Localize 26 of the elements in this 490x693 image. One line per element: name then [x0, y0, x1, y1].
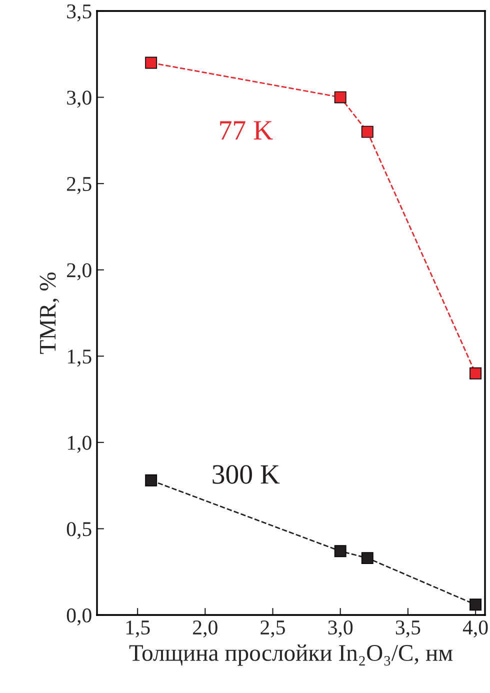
point	[145, 56, 158, 69]
point	[145, 474, 158, 486]
x-tick-label: 2,0	[193, 620, 218, 638]
y-axis-title: TMR, %	[40, 272, 60, 354]
y-tick-label: 3,0	[67, 90, 92, 108]
y-tick-label: 0,0	[66, 608, 92, 626]
series-label: 77 K	[220, 121, 273, 140]
y-tick-label: 0,5	[66, 522, 92, 540]
series-label: 300 K	[212, 465, 280, 484]
y-tick-label: 2,0	[67, 263, 92, 280]
point	[361, 552, 374, 564]
y-tick-label: 1,0	[68, 436, 92, 453]
x-tick-label: 3,5	[396, 620, 420, 638]
point	[470, 598, 482, 611]
y-tick-label: 3,5	[67, 4, 92, 22]
y-tick-label: 1,5	[68, 350, 92, 367]
x-axis-title: Толщина прослойки In₂O₃/C, нм	[129, 644, 453, 666]
x-tick-label: 4,0	[462, 620, 488, 638]
x-tick-label: 2,5	[260, 620, 285, 638]
point	[334, 545, 346, 558]
point	[361, 126, 374, 138]
point	[470, 367, 482, 380]
x-tick-label: 1,5	[126, 620, 150, 638]
y-tick-label: 2,5	[67, 177, 92, 194]
point	[334, 91, 346, 104]
x-tick-label: 3,0	[328, 620, 353, 638]
